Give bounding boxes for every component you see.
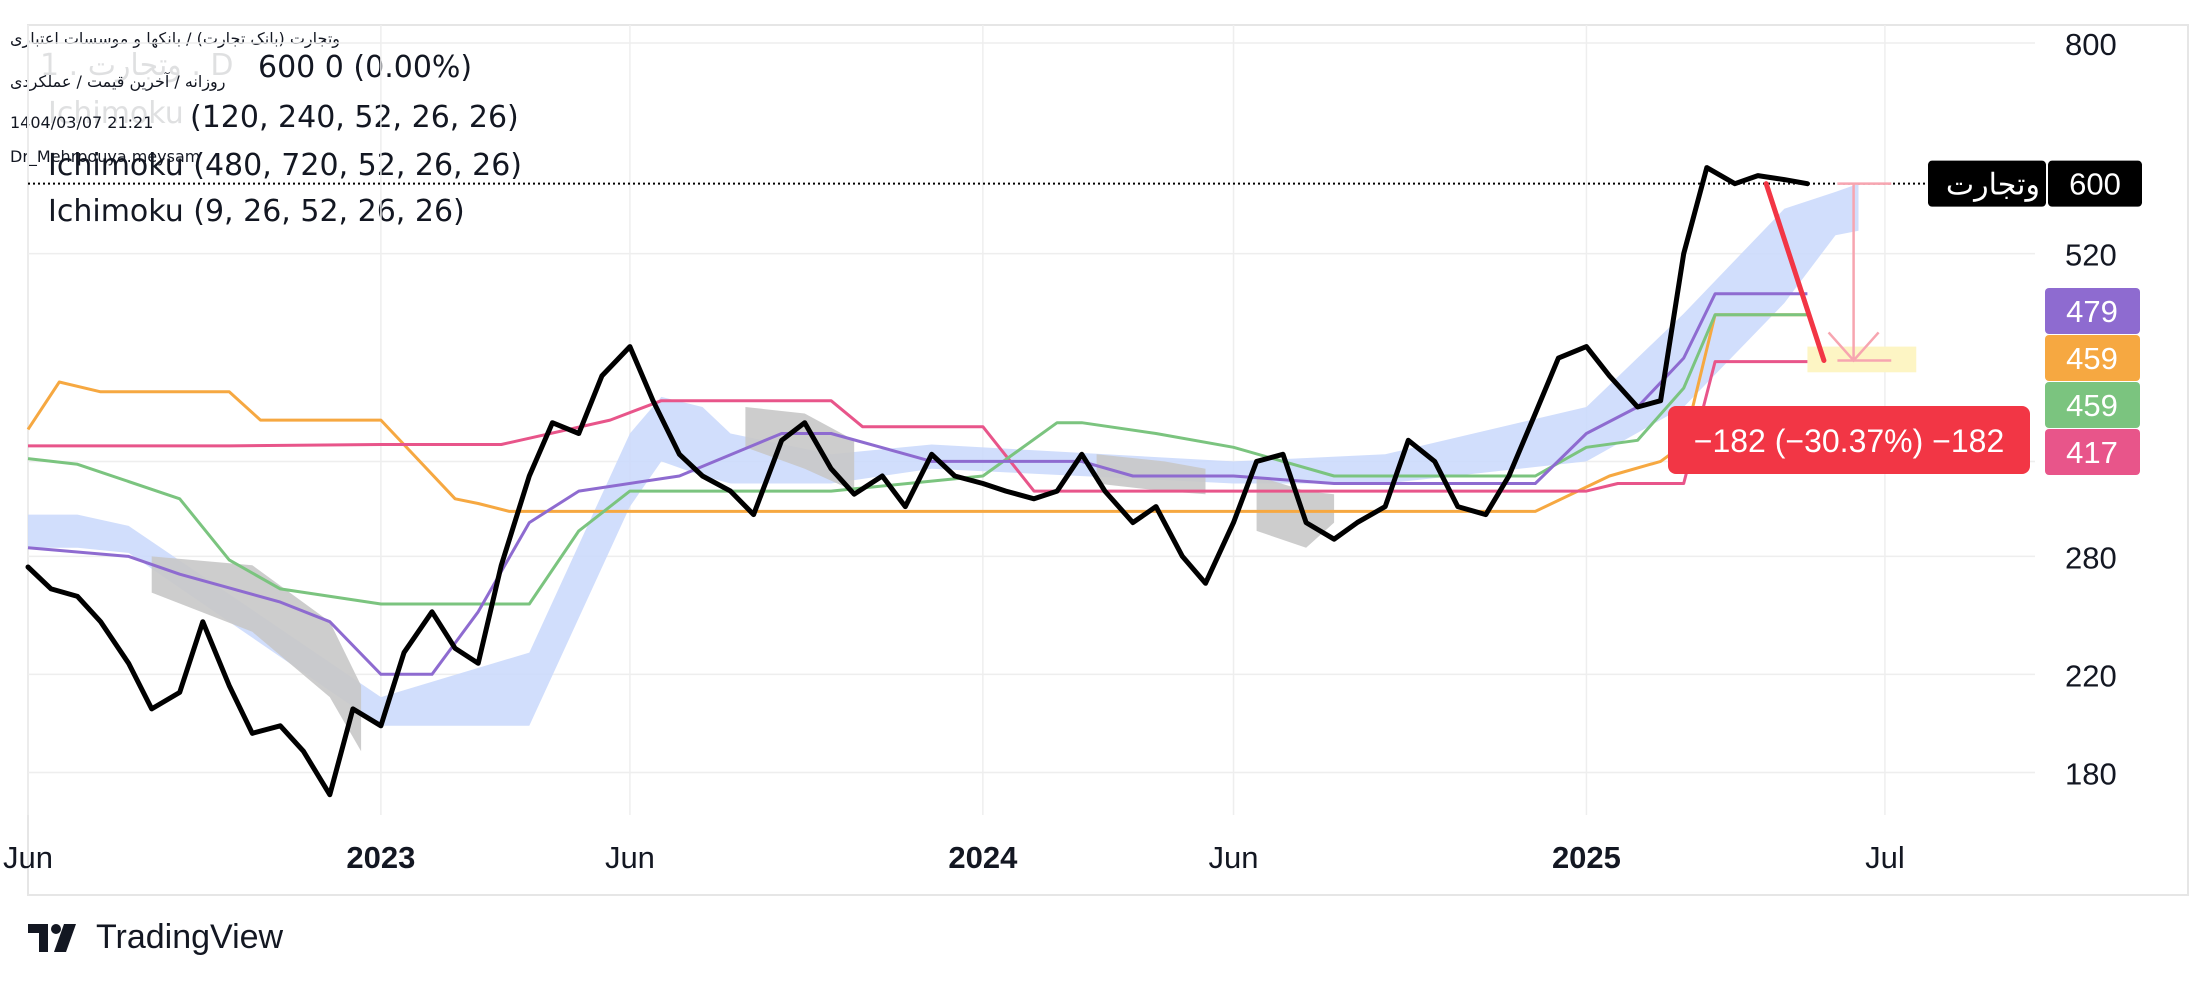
current-price-name-bg <box>1928 160 2046 207</box>
price-badge-label: 459 <box>2066 388 2118 423</box>
tradingview-logo[interactable]: TradingView <box>28 918 283 957</box>
current-price-name: وتجارت <box>1946 169 2040 203</box>
indicator-line <box>27 292 1808 676</box>
price-badge-label: 459 <box>2066 341 2118 376</box>
price-line <box>25 165 1810 798</box>
tradingview-logo-icon <box>28 923 76 952</box>
price-badge: 459 <box>2045 335 2140 381</box>
ichimoku-cloud-bearish <box>1096 454 1206 495</box>
price-badge-label: 417 <box>2066 435 2118 470</box>
indicator-line <box>27 313 1808 606</box>
price-badge: 479 <box>2045 288 2140 334</box>
ichimoku-legend-3[interactable]: Ichimoku (9, 26, 52, 26, 26) <box>48 194 465 229</box>
measure-arrow-head <box>1827 331 1880 363</box>
ichimoku-cloud-bearish <box>151 556 362 752</box>
x-tick-label: Jun <box>3 840 53 875</box>
x-tick-label: 2024 <box>948 840 1018 875</box>
price-change: 600 0 (0.00%) <box>258 50 473 85</box>
projection-line <box>1763 181 1827 363</box>
current-price-value-bg <box>2048 160 2142 207</box>
ichimoku-legend-1[interactable]: (120, 240, 52, 26, 26) <box>190 100 519 135</box>
current-price-value: 600 <box>2069 167 2121 202</box>
tradingview-logo-text: TradingView <box>96 918 284 956</box>
y-tick-label: 220 <box>2065 658 2117 693</box>
price-badge-bg <box>2045 335 2140 381</box>
y-tick-label: 180 <box>2065 756 2117 791</box>
ichimoku-legend-2[interactable]: Ichimoku (480, 720, 52, 26, 26) <box>48 148 523 183</box>
measure-label-bg <box>1668 406 2030 474</box>
timestamp: 1404/03/07 21:21 <box>10 113 154 132</box>
x-tick-label: Jun <box>605 840 655 875</box>
current-price-badge: وتجارت 600 <box>1928 160 2142 207</box>
ichimoku-cloud-bullish <box>28 183 1859 726</box>
y-tick-label: 520 <box>2065 238 2117 273</box>
x-tick-label: Jul <box>1865 840 1905 875</box>
price-badge-bg <box>2045 429 2140 475</box>
price-badge-bg <box>2045 382 2140 428</box>
price-badge-bg <box>2045 288 2140 334</box>
ghost-indicator: Ichimoku <box>48 96 184 131</box>
measure-label-box: −182 (−30.37%) −182 <box>1668 406 2030 474</box>
author: Dr_Mehrpouya.meysam <box>10 147 201 166</box>
price-badge: 459 <box>2045 382 2140 428</box>
x-tick-label: Jun <box>1209 840 1259 875</box>
y-tick-label: 800 <box>2065 27 2117 62</box>
indicator-line <box>28 360 1808 493</box>
y-tick-label: 280 <box>2065 540 2117 575</box>
ichimoku-cloud-bearish <box>745 407 855 492</box>
x-tick-label: 2025 <box>1552 840 1621 875</box>
ghost-title: وتجارت . 1 . D <box>40 48 234 83</box>
price-badge-label: 479 <box>2066 294 2118 329</box>
price-badge: 417 <box>2045 429 2140 475</box>
x-tick-label: 2023 <box>346 840 415 875</box>
measure-label-text: −182 (−30.37%) −182 <box>1694 423 2004 459</box>
interval-info: روزانه / آخرین قیمت / عملکردی <box>10 72 226 91</box>
